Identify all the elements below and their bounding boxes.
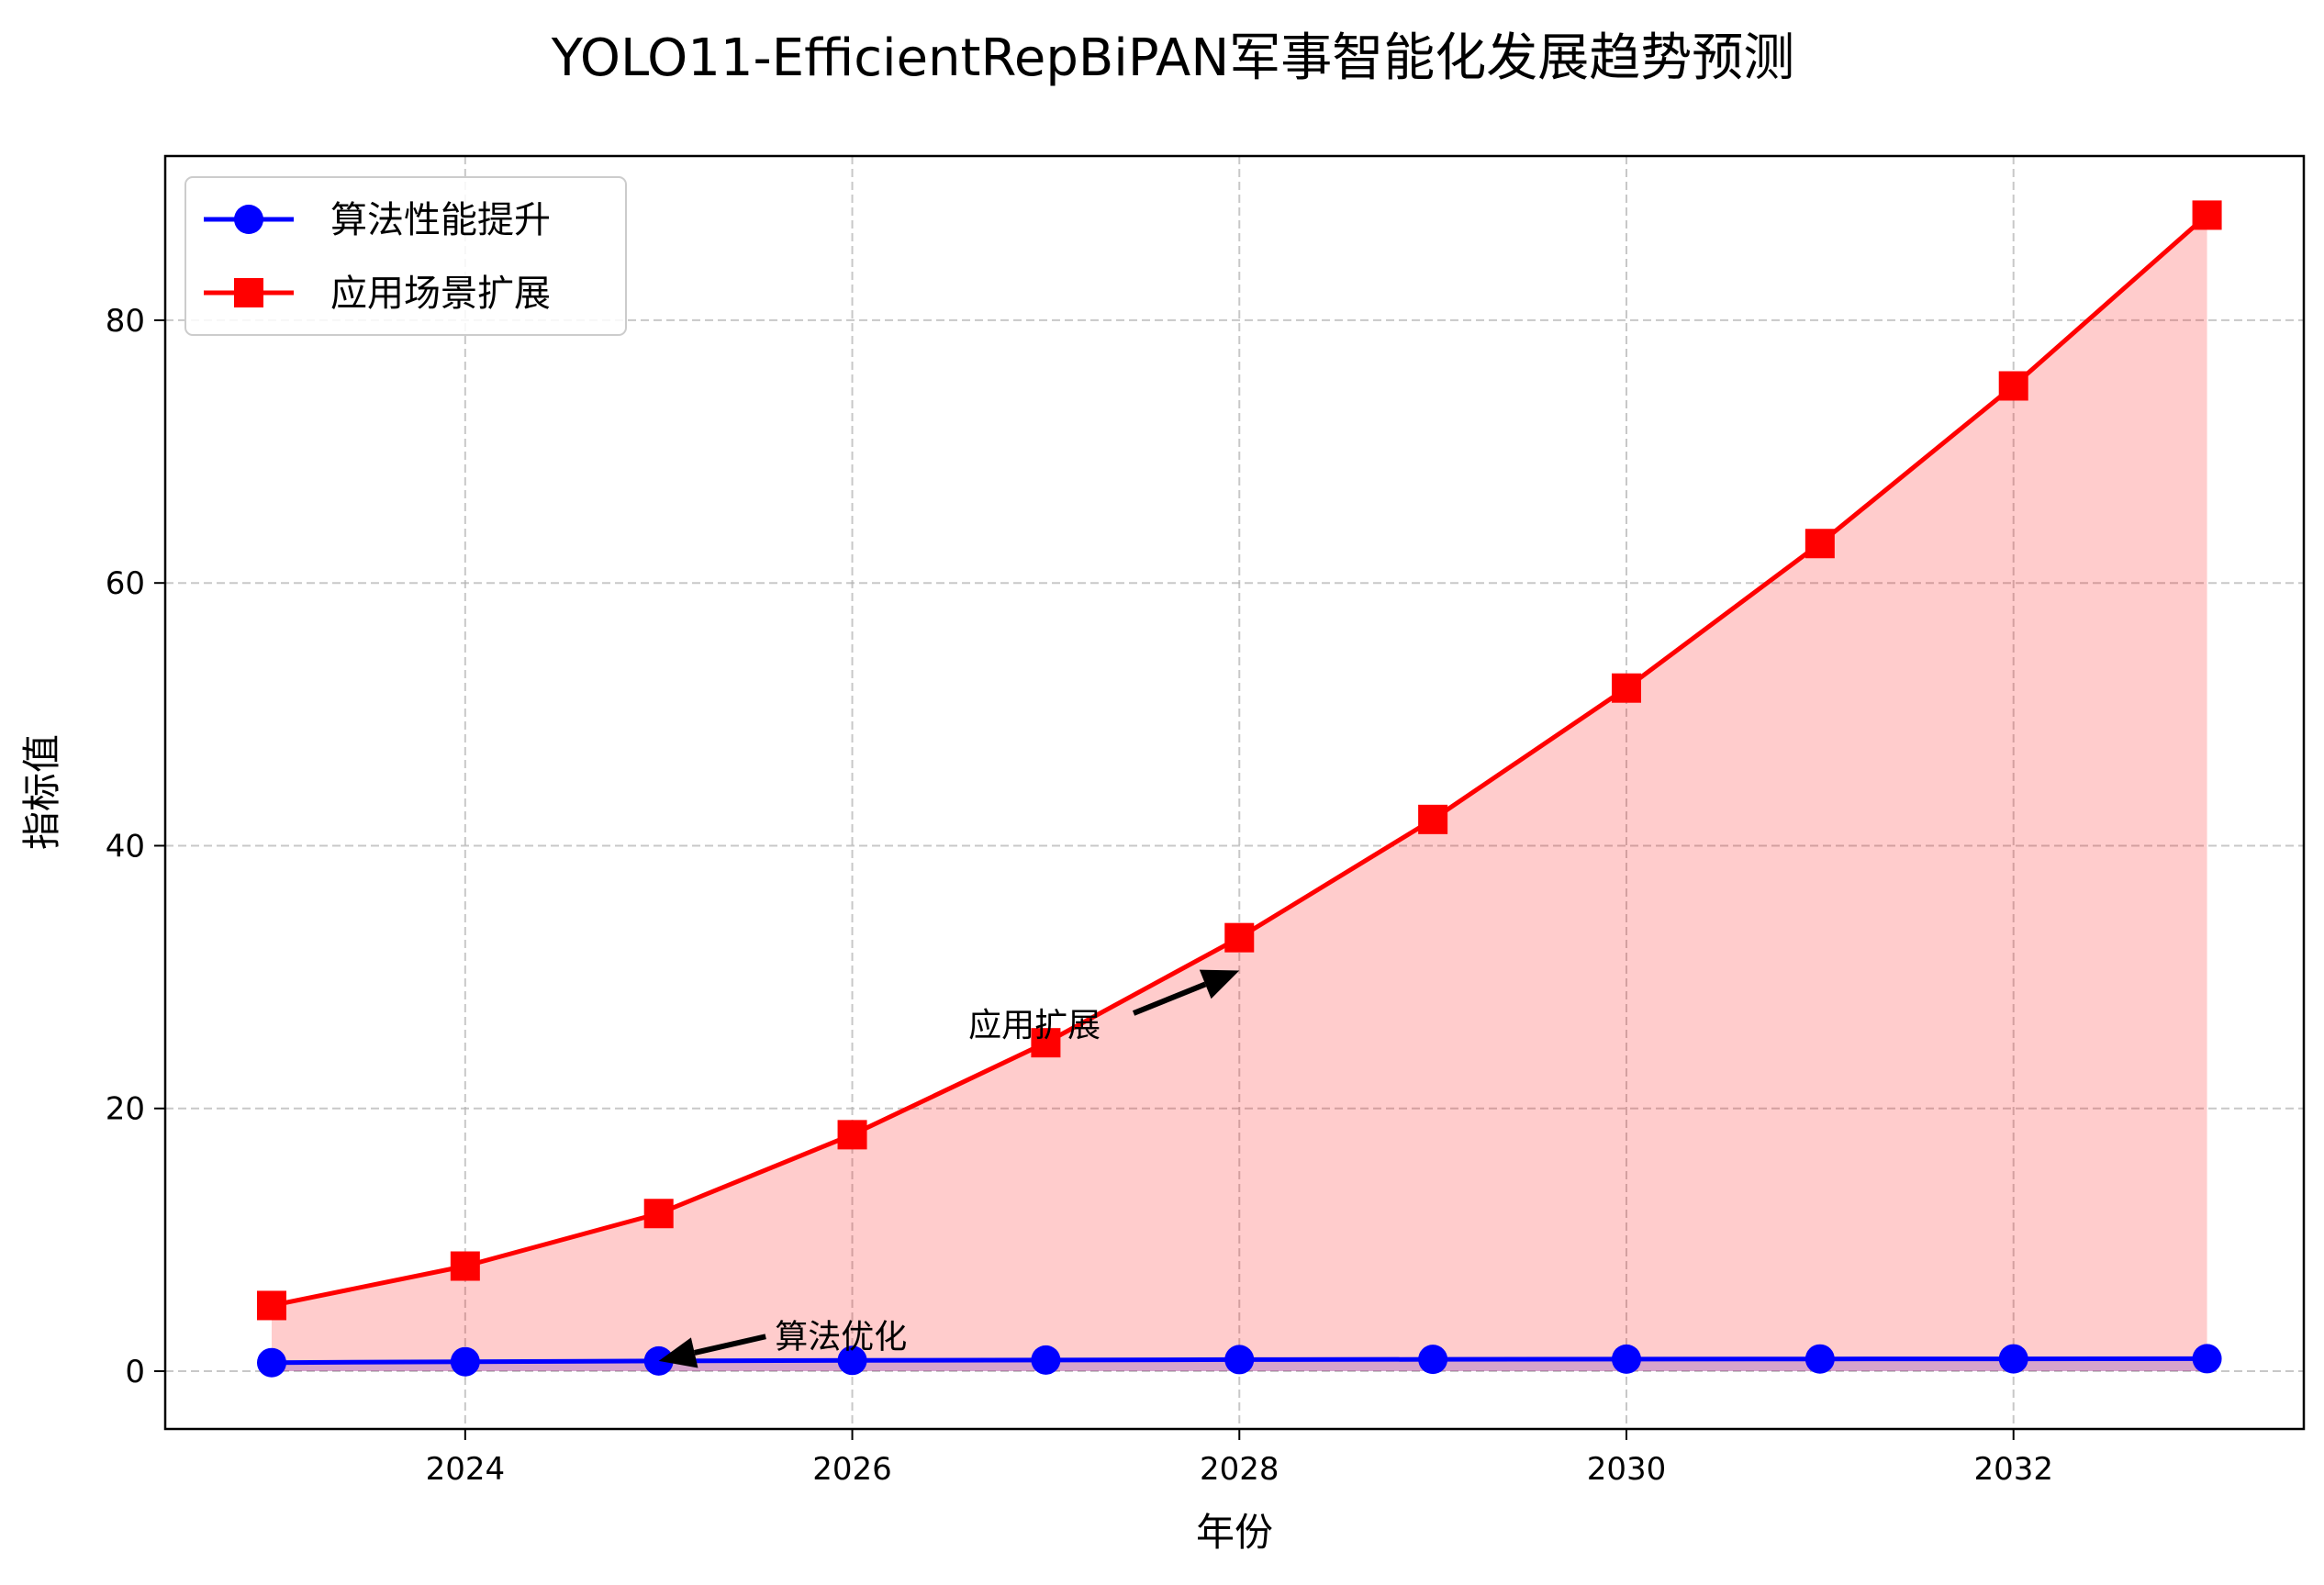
annotation-label: 应用扩展	[968, 1007, 1101, 1044]
series-2-point	[1998, 371, 2028, 401]
series-2-point	[837, 1120, 867, 1150]
annotation-arrow-shaft	[1132, 981, 1207, 1016]
series-1-point	[1418, 1345, 1448, 1375]
series-1-point	[450, 1346, 480, 1377]
legend-marker	[234, 278, 263, 307]
x-axis-label: 年份	[1196, 1510, 1273, 1555]
legend-label: 应用场景扩展	[330, 273, 551, 315]
y-axis-label: 指标值	[19, 734, 64, 850]
y-tick-label: 0	[125, 1354, 145, 1390]
series-2-point	[1611, 673, 1641, 703]
series-1-point	[1611, 1344, 1641, 1374]
plot-frame	[163, 154, 2306, 1431]
series-1-point	[1998, 1344, 2028, 1374]
x-tick-label: 2026	[812, 1451, 892, 1488]
series-2-point	[450, 1251, 480, 1281]
legend-marker	[234, 205, 263, 234]
y-tick-label: 40	[106, 828, 145, 865]
legend-box	[184, 176, 627, 336]
y-tick-label: 20	[106, 1091, 145, 1128]
series-1-point	[837, 1345, 867, 1376]
x-tick-label: 2030	[1587, 1451, 1667, 1488]
y-tick-label: 60	[106, 565, 145, 602]
legend-label: 算法性能提升	[330, 199, 551, 241]
series-2-point	[1804, 529, 1835, 559]
series-1-point	[256, 1347, 286, 1378]
series-1-point	[1031, 1345, 1061, 1375]
series-2-point	[1418, 804, 1448, 834]
series-2-point	[256, 1290, 286, 1321]
series-2-point	[1031, 1028, 1061, 1058]
series-1-point	[2192, 1344, 2222, 1374]
x-axis: 2024 2026 2028 2030 2032	[426, 1429, 2053, 1488]
x-tick-label: 2024	[426, 1451, 506, 1488]
annotation-arrow-head	[658, 1337, 698, 1368]
chart-title: YOLO11-EfficientRepBiPAN军事智能化发展趋势预测	[551, 28, 1795, 88]
annotation-label: 算法优化	[775, 1318, 907, 1356]
y-tick-label: 80	[106, 303, 145, 340]
series-2-point	[2192, 200, 2222, 230]
series-2-point	[1224, 922, 1255, 953]
series-2-area	[271, 215, 2207, 1372]
series-1-point	[1804, 1344, 1835, 1374]
series-2-point	[643, 1199, 674, 1229]
series-1-point	[1224, 1345, 1255, 1375]
annotations: 算法优化 应用扩展	[658, 969, 1240, 1368]
annotation-arrow-shaft	[694, 1334, 766, 1356]
x-tick-label: 2032	[1973, 1451, 2053, 1488]
annotation-arrow-head	[1199, 969, 1240, 999]
series-markers	[256, 200, 2222, 1378]
y-axis: 0 20 40 60 80	[106, 303, 165, 1390]
x-tick-label: 2028	[1200, 1451, 1279, 1488]
